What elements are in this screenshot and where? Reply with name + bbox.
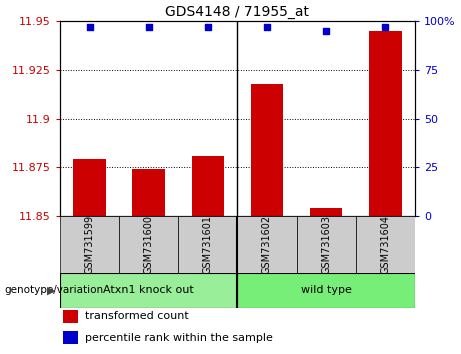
Bar [178,216,237,273]
Text: ▶: ▶ [47,285,55,295]
Bar [64,331,77,344]
Bar [60,216,119,273]
Bar [310,208,343,216]
Bar [64,310,77,323]
Bar [119,216,178,273]
Text: transformed count: transformed count [85,312,189,321]
Text: GSM731604: GSM731604 [380,215,390,274]
Bar [60,273,237,308]
Text: Atxn1 knock out: Atxn1 knock out [103,285,194,295]
Text: GSM731601: GSM731601 [203,215,213,274]
Title: GDS4148 / 71955_at: GDS4148 / 71955_at [165,5,309,19]
Point [382,24,389,30]
Bar [251,84,283,216]
Text: GSM731602: GSM731602 [262,215,272,274]
Text: GSM731600: GSM731600 [144,215,154,274]
Text: percentile rank within the sample: percentile rank within the sample [85,333,272,343]
Text: genotype/variation: genotype/variation [5,285,104,295]
Bar [237,216,296,273]
Text: GSM731599: GSM731599 [84,215,95,274]
Bar [296,216,356,273]
Point [86,24,93,30]
Bar [192,155,224,216]
Text: wild type: wild type [301,285,352,295]
Point [322,28,330,34]
Point [263,24,271,30]
Text: GSM731603: GSM731603 [321,215,331,274]
Point [145,24,152,30]
Point [204,24,212,30]
Bar [369,31,402,216]
Bar [237,273,415,308]
Bar [73,159,106,216]
Bar [132,169,165,216]
Bar [356,216,415,273]
